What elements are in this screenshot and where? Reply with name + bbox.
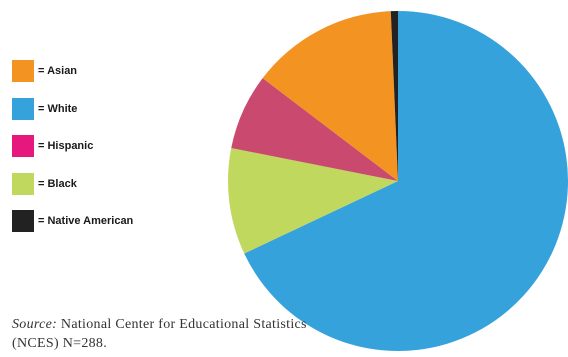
legend-item-white: = White bbox=[12, 97, 133, 120]
legend-swatch-asian bbox=[12, 60, 34, 82]
source-label: Source: bbox=[12, 317, 58, 332]
legend-item-asian: = Asian bbox=[12, 60, 133, 82]
legend-item-black: = Black bbox=[12, 172, 133, 195]
legend-swatch-native-american bbox=[12, 210, 34, 232]
legend-label-asian: = Asian bbox=[38, 65, 78, 77]
source-note: Source: National Center for Educational … bbox=[12, 315, 312, 353]
legend-label-native-american: = Native American bbox=[38, 215, 134, 227]
legend-label-hispanic: = Hispanic bbox=[38, 140, 94, 152]
legend-item-hispanic: = Hispanic bbox=[12, 135, 133, 157]
pie-slice-hispanic bbox=[231, 78, 398, 181]
legend-item-native-american: = Native American bbox=[12, 210, 133, 232]
pie-slice-black bbox=[227, 147, 398, 254]
legend-swatch-black bbox=[12, 172, 34, 195]
pie-slice-native-american bbox=[390, 11, 398, 181]
legend-label-black: = Black bbox=[38, 177, 77, 190]
pie-slice-asian bbox=[262, 11, 398, 182]
legend-swatch-hispanic bbox=[12, 135, 34, 157]
pie-slice-white bbox=[244, 11, 568, 351]
chart-legend: = Asian = White = Hispanic = Black = Nat… bbox=[12, 60, 133, 248]
legend-label-white: = White bbox=[38, 102, 78, 115]
legend-swatch-white bbox=[12, 97, 34, 120]
source-text: National Center for Educational Statisti… bbox=[12, 317, 307, 351]
